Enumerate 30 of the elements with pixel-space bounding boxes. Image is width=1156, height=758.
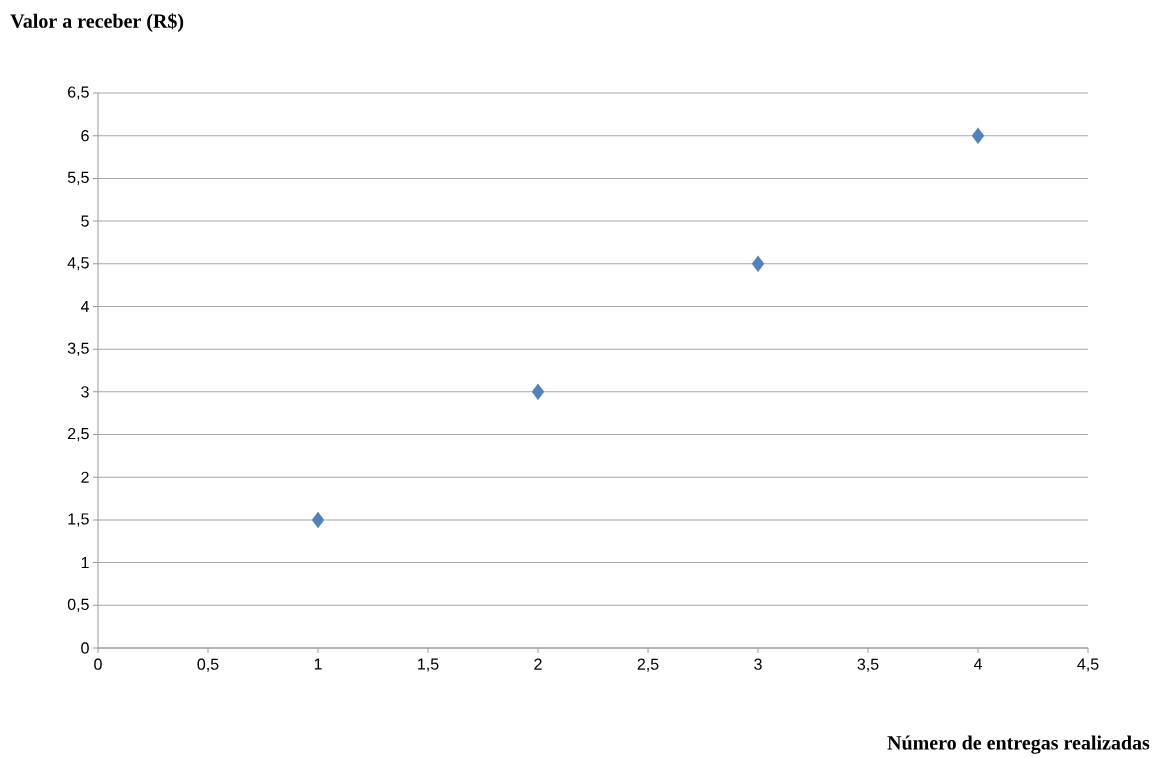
y-tick-label: 0,5 [67,598,89,612]
y-tick-label: 2,5 [68,427,89,442]
x-tick-label: 0 [94,658,102,670]
y-tick-label: 1 [81,557,89,569]
point [751,255,765,272]
x-tick-label: 2,5 [637,658,659,672]
x-tick-label: 3,5 [857,658,879,672]
x-tick-label: 1,5 [418,658,439,672]
x-tick-label: 1 [314,658,322,670]
x-tick-label: 3 [754,658,762,670]
y-tick-label: 5,5 [67,171,89,185]
y-tick-label: 4 [80,300,89,312]
y-tick-label: 6 [81,130,89,142]
x-tick-label: 0,5 [197,658,219,672]
y-tick-label: 0 [81,642,89,654]
y-tick-label: 4,5 [67,257,89,271]
y-tick-label: 2 [81,471,89,483]
x-tick-label: 4,5 [1077,658,1099,672]
y-tick-label: 6,5 [68,86,89,100]
y-tick-label: 1,5 [68,513,89,527]
y-axis-title: Valor a receber (R$) [10,13,184,32]
x-tick-label: 4 [973,658,982,670]
y-tick-label: 3 [81,386,89,398]
y-tick-label: 5 [81,215,89,227]
y-tick-label: 3,5 [67,342,89,356]
x-tick-label: 2 [534,658,542,670]
point [971,127,985,144]
point [531,383,545,401]
point [311,511,325,529]
x-axis-title: Número de entregas realizadas [887,735,1150,754]
